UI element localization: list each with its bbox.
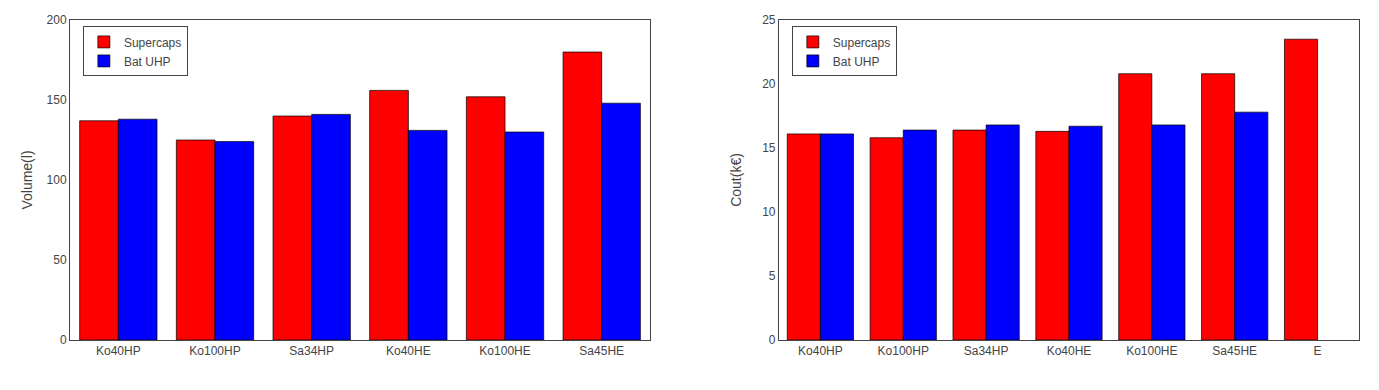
svg-text:10: 10 (762, 205, 776, 219)
svg-text:Sa34HP: Sa34HP (964, 344, 1009, 358)
svg-text:0: 0 (769, 333, 776, 347)
svg-text:Sa34HP: Sa34HP (289, 344, 334, 358)
svg-text:0: 0 (60, 333, 67, 347)
svg-text:Ko100HE: Ko100HE (1126, 344, 1177, 358)
svg-text:50: 50 (53, 253, 67, 267)
svg-text:15: 15 (762, 141, 776, 155)
svg-text:Ko100HP: Ko100HP (189, 344, 240, 358)
svg-text:Bat UHP: Bat UHP (124, 55, 171, 69)
svg-text:20: 20 (762, 77, 776, 91)
svg-text:Cout(k€): Cout(k€) (728, 153, 744, 207)
svg-text:Ko100HE: Ko100HE (479, 344, 530, 358)
svg-text:Ko100HP: Ko100HP (878, 344, 929, 358)
svg-text:5: 5 (769, 269, 776, 283)
svg-text:200: 200 (47, 13, 67, 27)
svg-text:Volume(l): Volume(l) (19, 150, 35, 209)
svg-text:Ko40HE: Ko40HE (386, 344, 431, 358)
svg-text:Ko40HP: Ko40HP (798, 344, 843, 358)
svg-text:Supercaps: Supercaps (124, 36, 181, 50)
svg-text:Sa45HE: Sa45HE (1212, 344, 1257, 358)
svg-text:E: E (1314, 344, 1322, 358)
svg-text:Ko40HP: Ko40HP (96, 344, 141, 358)
svg-text:Supercaps: Supercaps (833, 36, 890, 50)
svg-text:100: 100 (47, 173, 67, 187)
svg-text:150: 150 (47, 93, 67, 107)
svg-text:Bat UHP: Bat UHP (833, 55, 880, 69)
svg-text:Ko40HE: Ko40HE (1047, 344, 1092, 358)
svg-text:25: 25 (762, 13, 776, 27)
svg-text:Sa45HE: Sa45HE (579, 344, 624, 358)
